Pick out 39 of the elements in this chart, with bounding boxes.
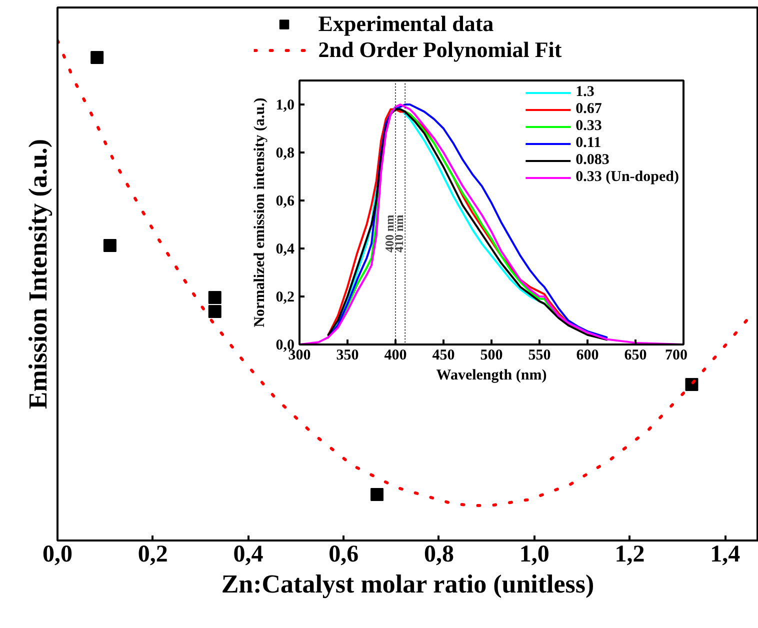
- legend-label: 0.33 (Un-doped): [576, 169, 679, 186]
- legend-label: 1.3: [576, 84, 596, 101]
- y-tick-label: 0,2: [276, 290, 294, 306]
- x-tick-label: 700: [665, 348, 688, 364]
- point: [370, 488, 384, 501]
- x-tick-label: 450: [432, 348, 455, 364]
- x-tick-label: 0,4: [233, 542, 264, 568]
- point: [208, 305, 222, 318]
- legend-label: 0.11: [576, 135, 602, 152]
- y-tick-label: 0,4: [276, 242, 295, 258]
- legend-label: 2nd Order Polynomial Fit: [318, 37, 562, 63]
- x-tick-label: 1,4: [710, 542, 740, 568]
- x-tick-label: 0,8: [424, 542, 454, 568]
- point: [685, 378, 698, 391]
- x-tick-label: 400: [384, 348, 407, 364]
- x-tick-label: 350: [336, 348, 359, 364]
- x-tick-label: 500: [480, 348, 503, 364]
- y-tick-label: 1,0: [276, 98, 294, 114]
- legend-label: 0.67: [576, 101, 602, 118]
- x-tick-label: 1,0: [519, 542, 550, 568]
- x-tick-label: 650: [624, 348, 647, 364]
- y-axis-title: Emission Intensity (a.u.): [24, 138, 52, 410]
- x-axis-title: Wavelength (nm): [436, 368, 547, 384]
- point: [103, 239, 116, 252]
- point: [208, 291, 222, 304]
- x-tick-label: 1,2: [614, 542, 645, 568]
- legend-label: 0.33: [576, 118, 602, 135]
- legend-label: Experimental data: [318, 11, 494, 37]
- x-tick-label: 550: [528, 348, 551, 364]
- x-tick-label: 0,6: [328, 542, 359, 568]
- y-tick-label: 0,6: [276, 194, 295, 210]
- x-axis-title: Zn:Catalyst molar ratio (unitless): [221, 570, 594, 598]
- x-tick-label: 600: [576, 348, 599, 364]
- y-axis-title: Normalized emission intensity (a.u.): [252, 98, 268, 328]
- x-tick-label: 0,2: [138, 542, 168, 568]
- x-tick-label: 0,0: [42, 542, 72, 568]
- point: [90, 51, 104, 64]
- y-tick-label: 0,8: [276, 146, 294, 162]
- legend-label: 0.083: [576, 152, 610, 169]
